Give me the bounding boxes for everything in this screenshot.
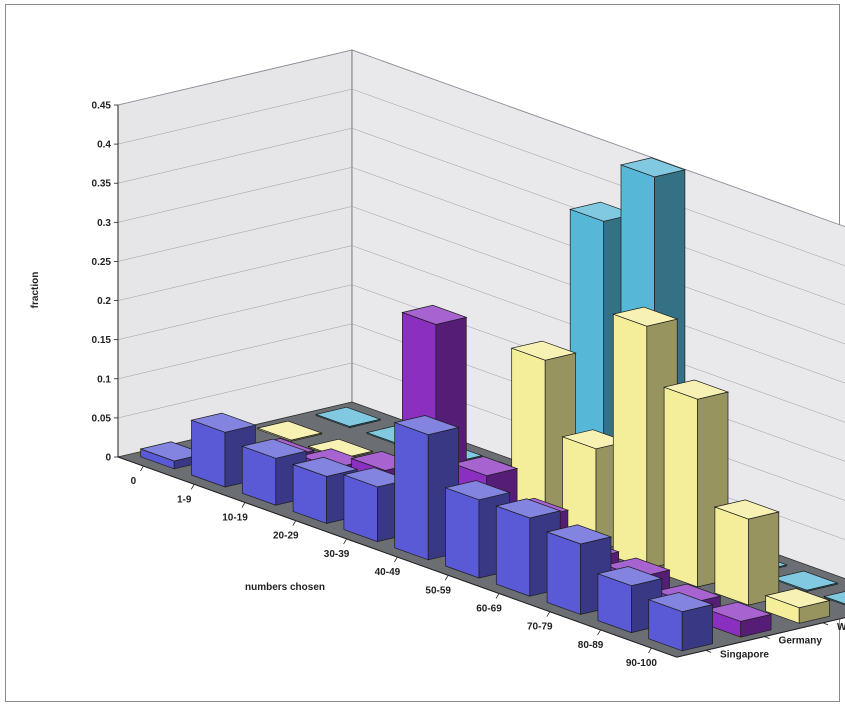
bar-top-face [545, 524, 613, 545]
x-tick-mark [343, 538, 347, 545]
bar-top-face [393, 415, 460, 436]
y-tick-label: 0.25 [92, 257, 112, 268]
x-tick-label: 60-69 [476, 604, 502, 615]
bar-front-face [394, 422, 429, 561]
bar-top-face [772, 570, 839, 591]
gridline [117, 127, 845, 306]
bar-top-face [619, 157, 687, 178]
y-axis-title: fraction [30, 272, 41, 309]
bar-singapore-90-100 [647, 592, 714, 652]
x-tick-mark [495, 593, 500, 599]
x-tick-mark [546, 611, 551, 617]
bar-top-face [596, 566, 664, 587]
y-tick-label: 0.4 [97, 140, 111, 151]
bar-front-face [612, 313, 648, 570]
x-tick-mark [190, 484, 195, 490]
x-tick-label: 0 [131, 476, 137, 487]
z-tick-mark [764, 636, 770, 639]
x-tick-label: 80-89 [578, 640, 604, 651]
bar-top-face [291, 456, 359, 477]
bar-front-face [663, 386, 698, 588]
bar-front-face [445, 487, 480, 579]
axes [114, 104, 845, 658]
bar-caltech-0 [314, 406, 382, 429]
y-tick-label: 0.35 [92, 179, 112, 190]
series-label-germany: Germany [779, 636, 823, 647]
x-tick-mark [597, 629, 601, 636]
series-label-singapore: Singapore [720, 649, 769, 660]
bar-top-face [764, 588, 831, 609]
gridline [117, 245, 845, 423]
x-tick-label: 1-9 [177, 494, 192, 505]
bar-front-face [495, 505, 531, 597]
x-axis-title: numbers chosen [245, 582, 325, 593]
bar-front-face [714, 506, 749, 606]
bar-side-face [681, 604, 713, 652]
bar-top-face [662, 379, 730, 400]
x-tick-mark [648, 647, 652, 654]
bar-top-face [256, 420, 323, 441]
z-axis [676, 617, 845, 658]
bar-top-face [713, 499, 781, 520]
x-tick-mark [444, 575, 449, 581]
x-tick-mark [292, 520, 297, 526]
bar-top-face [612, 306, 679, 327]
bar-wharton-0 [256, 420, 323, 442]
bar-top-face [510, 340, 577, 361]
bar-top-face [241, 438, 308, 459]
bar-top-face [401, 304, 468, 325]
bar-top-face [190, 412, 257, 433]
x-tick-label: 70-79 [527, 622, 553, 633]
x-tick-label: 20-29 [273, 531, 299, 542]
bar-caltech-80-89 [772, 570, 839, 592]
bar-top-face [705, 601, 773, 622]
gridline [117, 167, 845, 345]
gridline [117, 88, 845, 266]
z-tick-mark [822, 622, 829, 626]
gridline [117, 49, 845, 227]
bar-wharton-90-100 [764, 588, 831, 624]
tick-labels: 0 0.05 0.1 0.15 0.2 0.25 0.3 0.35 0.4 0.45 0 1-9 10-… [92, 101, 845, 670]
bar-germany-90-100 [705, 601, 773, 638]
x-tick-label: 90-100 [626, 658, 658, 669]
bar-singapore-80-89 [596, 566, 664, 634]
x-tick-mark [241, 502, 246, 508]
y-tick-label: 0.15 [92, 335, 112, 346]
bar-singapore-20-29 [291, 456, 359, 524]
bar-top-face [314, 406, 382, 427]
bar-top-face [822, 591, 845, 605]
y-tick-label: 0.05 [92, 413, 112, 424]
bars [139, 157, 845, 652]
z-tick-mark [705, 649, 712, 653]
series-label-wharton: Wharton [837, 622, 845, 633]
bar-top-face [647, 592, 714, 613]
gridline [117, 206, 845, 384]
x-tick-label: 40-49 [375, 567, 401, 578]
x-tick-label: 10-19 [222, 513, 248, 524]
bar-wharton-80-89 [713, 499, 781, 606]
bar-top-face [451, 456, 519, 477]
y-tick-label: 0.1 [97, 374, 111, 385]
x-tick-mark [394, 556, 398, 563]
bar-top-face [495, 498, 562, 519]
bar-singapore-50-59 [444, 480, 511, 579]
x-tick-label: 50-59 [425, 585, 451, 596]
left-wall [117, 49, 353, 458]
y-tick-label: 0.2 [97, 296, 111, 307]
bar-caltech-90-100 [822, 591, 845, 606]
x-tick-mark [140, 465, 144, 472]
bar-top-face [444, 480, 511, 501]
gridlines [117, 49, 845, 540]
y-tick-label: 0.3 [97, 218, 111, 229]
y-tick-label: 0 [105, 453, 111, 464]
bar-side-face [748, 511, 780, 606]
x-tick-label: 30-39 [324, 549, 350, 560]
bar-wharton-60-69 [612, 306, 679, 570]
bar-front-face [546, 531, 581, 615]
y-tick-label: 0.45 [92, 101, 112, 112]
